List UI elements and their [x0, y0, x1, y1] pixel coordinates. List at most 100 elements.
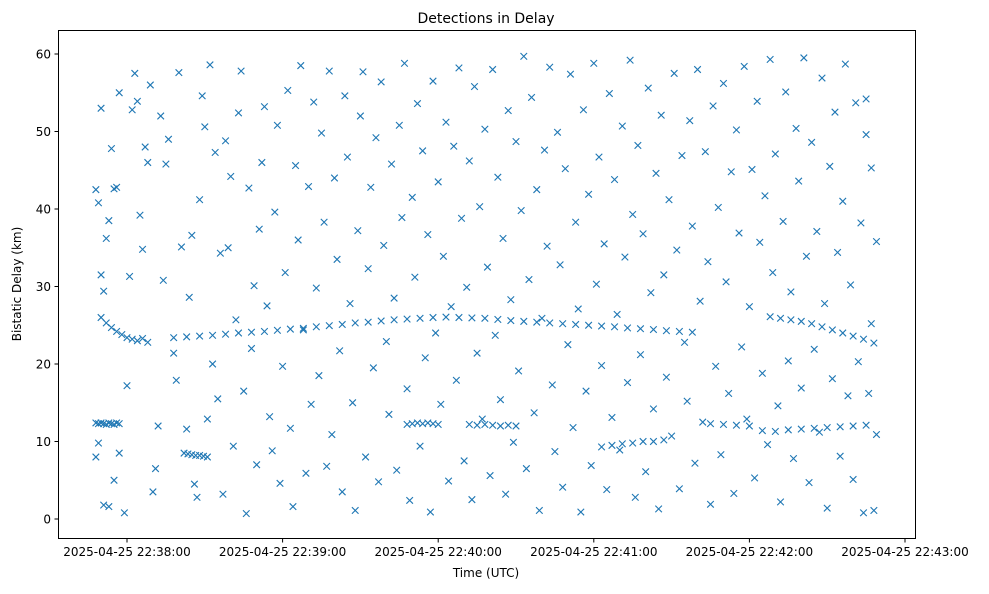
scatter-point: [151, 464, 160, 473]
scatter-point: [800, 54, 808, 62]
scatter-point: [587, 461, 595, 470]
scatter-point: [102, 234, 110, 243]
scatter-point: [667, 432, 676, 440]
scatter-point: [408, 193, 416, 202]
track-point: [776, 314, 785, 322]
scatter-point: [592, 280, 601, 288]
scatter-point: [227, 172, 235, 181]
track-point: [112, 327, 121, 336]
scatter-point: [665, 196, 673, 204]
scatter-point: [717, 450, 725, 459]
scatter-point: [551, 447, 559, 456]
scatter-point: [356, 112, 365, 120]
scatter-point: [584, 190, 593, 198]
scatter-point: [240, 387, 248, 395]
track-point: [597, 322, 606, 330]
track-point: [766, 313, 774, 321]
scatter-point: [442, 118, 450, 126]
scatter-point: [566, 70, 575, 78]
track-point: [286, 325, 295, 333]
scatter-point: [872, 237, 881, 246]
scatter-point: [535, 506, 544, 515]
scatter-point: [216, 249, 225, 257]
scatter-point: [385, 410, 393, 419]
scatter-point: [553, 128, 562, 136]
track-point: [512, 422, 520, 430]
track-point: [325, 321, 333, 330]
track-point: [247, 328, 256, 336]
scatter-point: [530, 409, 538, 417]
scatter-point: [543, 242, 551, 250]
scatter-point: [675, 485, 684, 493]
scatter-point: [504, 106, 512, 115]
track-point: [797, 317, 805, 326]
scatter-point: [387, 160, 396, 168]
scatter-point: [136, 211, 144, 219]
scatter-point: [727, 168, 735, 176]
scatter-point: [769, 268, 777, 277]
track-point: [870, 339, 878, 347]
scatter-point: [198, 92, 206, 100]
track-point: [758, 426, 767, 435]
scatter-point: [203, 415, 212, 423]
y-tick-label: 20: [36, 358, 51, 372]
scatter-point: [245, 184, 253, 192]
track-point: [488, 421, 497, 429]
scatter-point: [517, 206, 525, 215]
track-point: [771, 427, 780, 436]
track-point: [675, 327, 684, 336]
track-point: [504, 421, 512, 429]
track-point: [807, 320, 816, 328]
track-point: [144, 338, 152, 346]
scatter-point: [621, 253, 629, 261]
scatter-point: [629, 210, 637, 219]
scatter-point: [600, 240, 608, 248]
scatter-point: [794, 177, 803, 185]
track-point: [810, 424, 818, 433]
scatter-point: [603, 485, 611, 494]
scatter-point: [828, 375, 837, 383]
scatter-point: [833, 248, 842, 257]
scatter-point: [857, 219, 865, 227]
scatter-point: [867, 320, 875, 328]
scatter-point: [569, 423, 577, 432]
scatter-point: [810, 345, 818, 353]
scatter-point: [509, 438, 518, 446]
scatter-point: [737, 343, 746, 351]
scatter-point: [144, 158, 152, 167]
scatter-point: [631, 493, 639, 501]
scatter-point: [792, 124, 800, 133]
x-tick-label: 2025-04-25 22:42:00: [686, 545, 813, 559]
scatter-point: [872, 430, 881, 439]
track-point: [719, 420, 728, 429]
track-point: [138, 334, 147, 343]
scatter-point: [169, 349, 178, 357]
track-point: [797, 425, 805, 433]
scatter-point: [561, 165, 569, 173]
track-point: [649, 325, 658, 334]
scatter-point: [634, 141, 642, 150]
track-point: [520, 317, 528, 326]
scatter-point: [719, 79, 728, 88]
scatter-point: [115, 449, 123, 457]
scatter-point: [188, 231, 196, 240]
track-point: [128, 335, 136, 343]
track-point: [608, 441, 616, 450]
track-point: [442, 313, 450, 321]
track-point: [203, 453, 212, 461]
scatter-point: [706, 500, 715, 508]
scatter-point: [660, 271, 668, 279]
track-point: [434, 420, 442, 429]
scatter-point: [846, 281, 855, 289]
scatter-point: [138, 245, 147, 253]
track-point: [429, 313, 437, 322]
scatter-point: [237, 67, 245, 75]
scatter-point: [802, 252, 811, 260]
track-point: [195, 332, 204, 340]
scatter-point: [761, 192, 769, 200]
track-point: [273, 326, 282, 334]
scatter-point: [476, 202, 484, 211]
track-point: [377, 317, 385, 325]
scatter-point: [470, 82, 479, 91]
scatter-point: [693, 65, 702, 74]
